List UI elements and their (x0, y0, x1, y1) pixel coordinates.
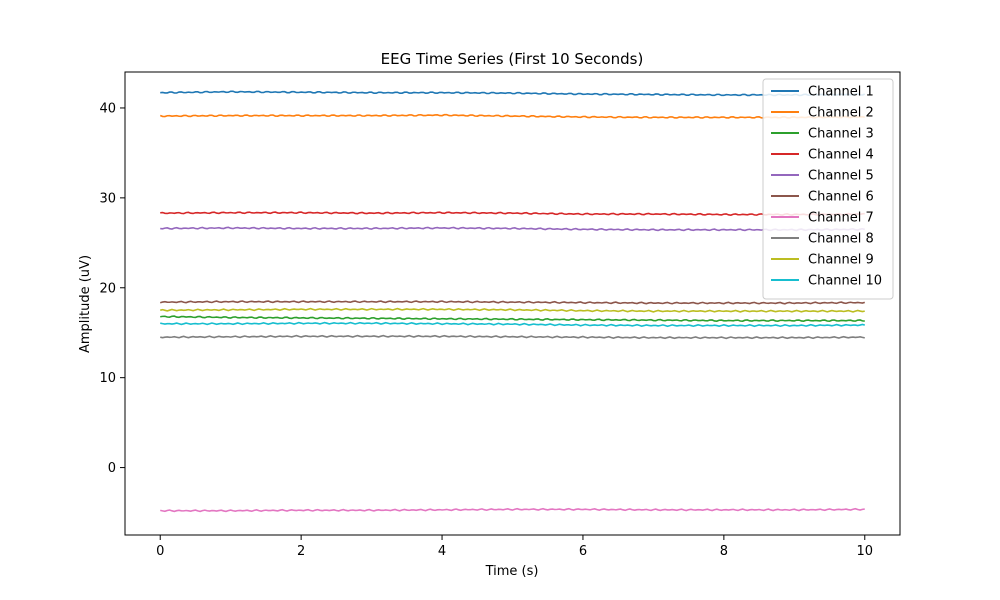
series-channel-10-line (160, 321, 865, 328)
series-channel-2-line (159, 113, 865, 119)
legend-entry-label: Channel 5 (808, 169, 874, 184)
y-axis-label: Amplitude (uV) (78, 255, 93, 353)
legend-entry-label: Channel 6 (808, 190, 874, 205)
legend-entry-label: Channel 10 (808, 274, 882, 289)
series-channel-1-line (160, 90, 866, 97)
legend-entry-label: Channel 8 (808, 232, 874, 247)
y-tick-label: 20 (99, 281, 116, 296)
x-tick-label: 10 (856, 544, 873, 559)
series-channel-8-line (160, 334, 865, 340)
y-axis: 0 10 20 30 40 (99, 101, 125, 476)
series-channel-9-line (160, 307, 865, 313)
x-axis: 0 2 4 6 8 10 (156, 535, 873, 559)
legend-entry-label: Channel 3 (808, 127, 874, 142)
legend-entry-label: Channel 2 (808, 106, 874, 121)
x-tick-label: 0 (156, 544, 164, 559)
chart-title: EEG Time Series (First 10 Seconds) (381, 50, 644, 68)
x-axis-label: Time (s) (485, 564, 539, 579)
x-tick-label: 4 (438, 544, 446, 559)
y-tick-label: 40 (99, 101, 116, 116)
y-tick-label: 30 (99, 191, 116, 206)
series-channel-5-line (160, 226, 865, 232)
x-tick-label: 6 (579, 544, 587, 559)
series-channel-3-line (160, 315, 865, 322)
y-tick-label: 0 (108, 461, 116, 476)
series-channel-7-line (160, 507, 865, 513)
legend-entry-label: Channel 4 (808, 148, 874, 163)
legend: Channel 1 Channel 2 Channel 3 Channel 4 Chan… (762, 78, 894, 300)
x-tick-label: 2 (297, 544, 305, 559)
legend-entry-label: Channel 1 (808, 85, 874, 100)
series-channel-4-line (160, 211, 865, 216)
plot-area-frame (124, 71, 901, 536)
series-channel-6-line (159, 300, 865, 305)
series-layer (159, 90, 866, 513)
y-tick-label: 10 (99, 371, 116, 386)
x-tick-label: 8 (720, 544, 728, 559)
legend-entry-label: Channel 7 (808, 211, 874, 226)
legend-entry-label: Channel 9 (808, 253, 874, 268)
